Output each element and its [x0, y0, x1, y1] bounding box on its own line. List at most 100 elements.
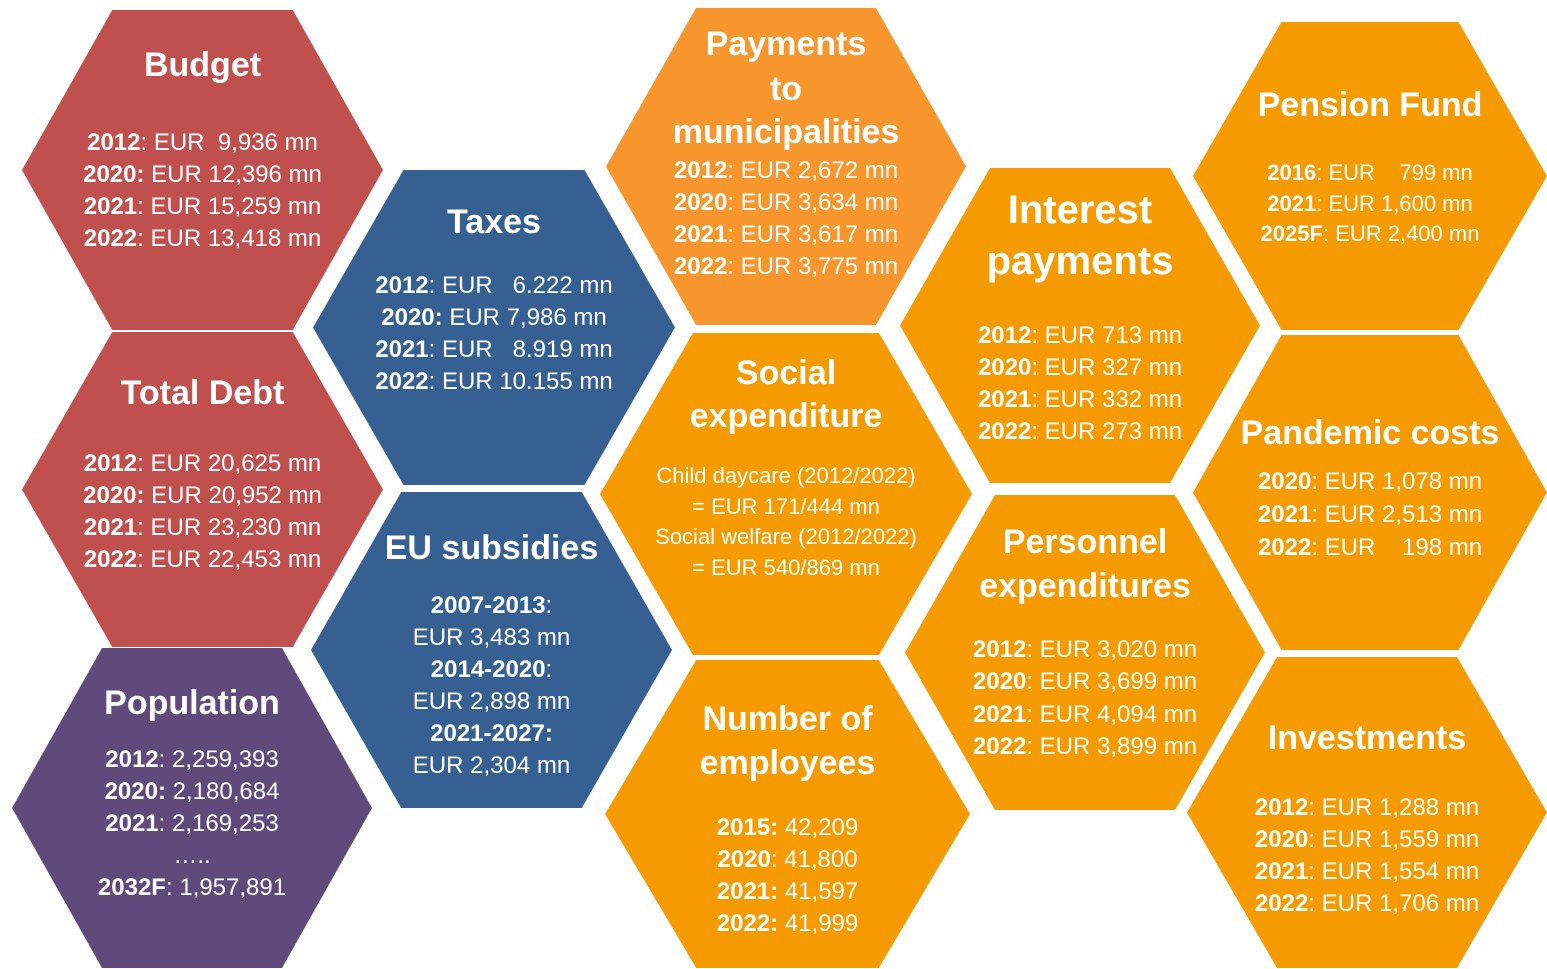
- year-label: 2012: [673, 157, 728, 184]
- hexagon: [905, 495, 1265, 810]
- hexagon-line: 2016: EUR 799 mn: [1267, 162, 1472, 184]
- line-text: : EUR 10.155 mn: [428, 368, 613, 395]
- line-text: : EUR 3,020 mn: [1026, 636, 1198, 663]
- hexagon-line: = EUR 171/444 mn: [692, 495, 880, 518]
- hexagon-line: 2025F: EUR 2,400 mn: [1261, 223, 1480, 245]
- line-text: : EUR 4,094 mn: [1026, 700, 1198, 728]
- line-text: EUR 12,396 mn: [144, 161, 322, 188]
- year-label: 2022: [673, 253, 728, 280]
- hexagon: [311, 492, 672, 808]
- hexagon-line: 2020: 2,180,684: [105, 780, 280, 804]
- hexagon-line: 2022: 41,999: [717, 912, 858, 936]
- hexagon-line: 2020: EUR 20,952 mn: [83, 484, 322, 508]
- hexagon-line: 2021-2027:: [430, 722, 553, 746]
- hexagon-line: 2022: EUR 10.155 mn: [375, 370, 612, 394]
- year-label: 2022: [1257, 534, 1312, 561]
- line-text: EUR 2,898 mn: [412, 688, 571, 715]
- hexagon: [1193, 22, 1547, 330]
- hexagon-title: municipalities: [672, 113, 900, 151]
- hexagon-line: 2022: EUR 13,418 mn: [84, 227, 321, 251]
- hexagon-line: 2007-2013:: [431, 594, 552, 618]
- line-text: : EUR 3,775 mn: [727, 253, 899, 280]
- line-text: Social welfare (2012/2022): [655, 524, 917, 549]
- year-label: 2021: [673, 221, 728, 248]
- year-label: 2015:: [716, 814, 779, 841]
- hexagon-line: Social welfare (2012/2022): [655, 526, 917, 548]
- hexagon-line: 2021: EUR 3,617 mn: [674, 223, 898, 247]
- hexagon-line: Child daycare (2012/2022): [656, 465, 915, 487]
- hexagon: [1187, 657, 1547, 968]
- year-label: 2021: [1267, 190, 1317, 216]
- hexagon-title: employees: [699, 744, 876, 782]
- line-text: : EUR 3,634 mn: [727, 189, 899, 216]
- hexagon-line: 2020: EUR 3,699 mn: [973, 670, 1197, 694]
- year-label: 2007-2013: [430, 592, 546, 619]
- line-text: : EUR 2,400 mn: [1322, 221, 1480, 246]
- year-label: 2020: [1257, 468, 1312, 495]
- year-label: 2020: [972, 668, 1027, 696]
- line-text: EUR 3,483 mn: [412, 624, 571, 651]
- hexagon-line: 2021: EUR 4,094 mn: [973, 700, 1198, 728]
- year-label: 2012: [87, 129, 141, 156]
- hexagon-line: 2012: 2,259,393: [105, 748, 279, 772]
- hexagon-line: 2014-2020:: [431, 658, 552, 682]
- year-label: 2020: [673, 189, 728, 216]
- hexagon-title: Investments: [1267, 719, 1467, 757]
- year-label: 2021: [83, 514, 138, 541]
- line-text: : 41,800: [770, 846, 858, 873]
- hexagon-line: 2021: EUR 23,230 mn: [84, 516, 321, 540]
- hexagon-line: 2015: 42,209: [717, 816, 858, 840]
- line-text: : 1,957,891: [165, 874, 287, 901]
- year-label: 2014-2020: [430, 656, 546, 683]
- hexagon: [12, 648, 372, 968]
- year-label: 2020: [1254, 826, 1309, 853]
- year-label: 2021: [375, 336, 429, 363]
- year-label: 2022: [83, 225, 138, 252]
- line-text: EUR 2,304 mn: [412, 752, 571, 779]
- line-text: : EUR 1,600 mn: [1316, 190, 1473, 216]
- hexagon-line: 2012: EUR 20,625 mn: [84, 452, 321, 476]
- year-label: 2012: [375, 272, 429, 299]
- line-text: EUR 7,986 mn: [442, 304, 607, 331]
- year-label: 2021: [83, 193, 138, 220]
- line-text: : EUR 3,899 mn: [1026, 732, 1198, 760]
- hexagon-line: 2020: EUR 1,559 mn: [1255, 828, 1479, 852]
- hexagon-title: Pension Fund: [1257, 86, 1483, 124]
- line-text: : EUR 8.919 mn: [428, 336, 613, 363]
- year-label: 2022: [375, 368, 429, 395]
- hexagon: [1193, 335, 1547, 650]
- hexagon-line: 2012: EUR 2,672 mn: [674, 159, 898, 183]
- hexagon-title: Taxes: [447, 203, 541, 241]
- line-text: : EUR 1,078 mn: [1311, 468, 1483, 495]
- hexagon-line: 2021: EUR 1,600 mn: [1267, 190, 1473, 216]
- hexagon-title: Pandemic costs: [1240, 414, 1500, 452]
- year-label: 2022:: [716, 910, 779, 937]
- line-text: : EUR 1,554 mn: [1308, 858, 1480, 885]
- hexagon-line: 2012: EUR 1,288 mn: [1255, 796, 1479, 820]
- hexagon-line: 2032F: 1,957,891: [98, 876, 286, 900]
- hexagon-title: to: [769, 70, 803, 108]
- hexagon-line: 2022: EUR 22,453 mn: [84, 548, 321, 572]
- hexagon-title: Payments: [705, 25, 867, 63]
- hexagon-line: 2022: EUR 1,706 mn: [1255, 892, 1479, 916]
- line-text: = EUR 540/869 mn: [692, 554, 880, 580]
- line-text: : EUR 1,706 mn: [1308, 890, 1480, 917]
- hexagon-title: Number of: [702, 700, 873, 738]
- hexagon: [605, 660, 970, 968]
- year-label: 2022: [1254, 890, 1309, 917]
- hexagon: [900, 168, 1260, 483]
- line-text: : EUR 20,625 mn: [137, 450, 322, 477]
- line-text: : EUR 2,513 mn: [1311, 501, 1483, 528]
- year-label: 2021: [105, 810, 159, 837]
- hexagon-line: 2020: EUR 1,078 mn: [1258, 470, 1482, 494]
- hexagon-title: Social: [735, 354, 837, 392]
- line-text: : EUR 1,288 mn: [1308, 794, 1480, 821]
- hexagon-line: …..: [173, 844, 210, 868]
- line-text: : EUR 2,672 mn: [727, 157, 899, 184]
- year-label: 2020:: [381, 304, 443, 331]
- hexagon: [22, 332, 383, 647]
- hexagon-line: 2021: EUR 15,259 mn: [84, 195, 321, 219]
- hexagon-line: 2022: EUR 3,899 mn: [973, 732, 1198, 760]
- year-label: 2012: [1254, 794, 1309, 821]
